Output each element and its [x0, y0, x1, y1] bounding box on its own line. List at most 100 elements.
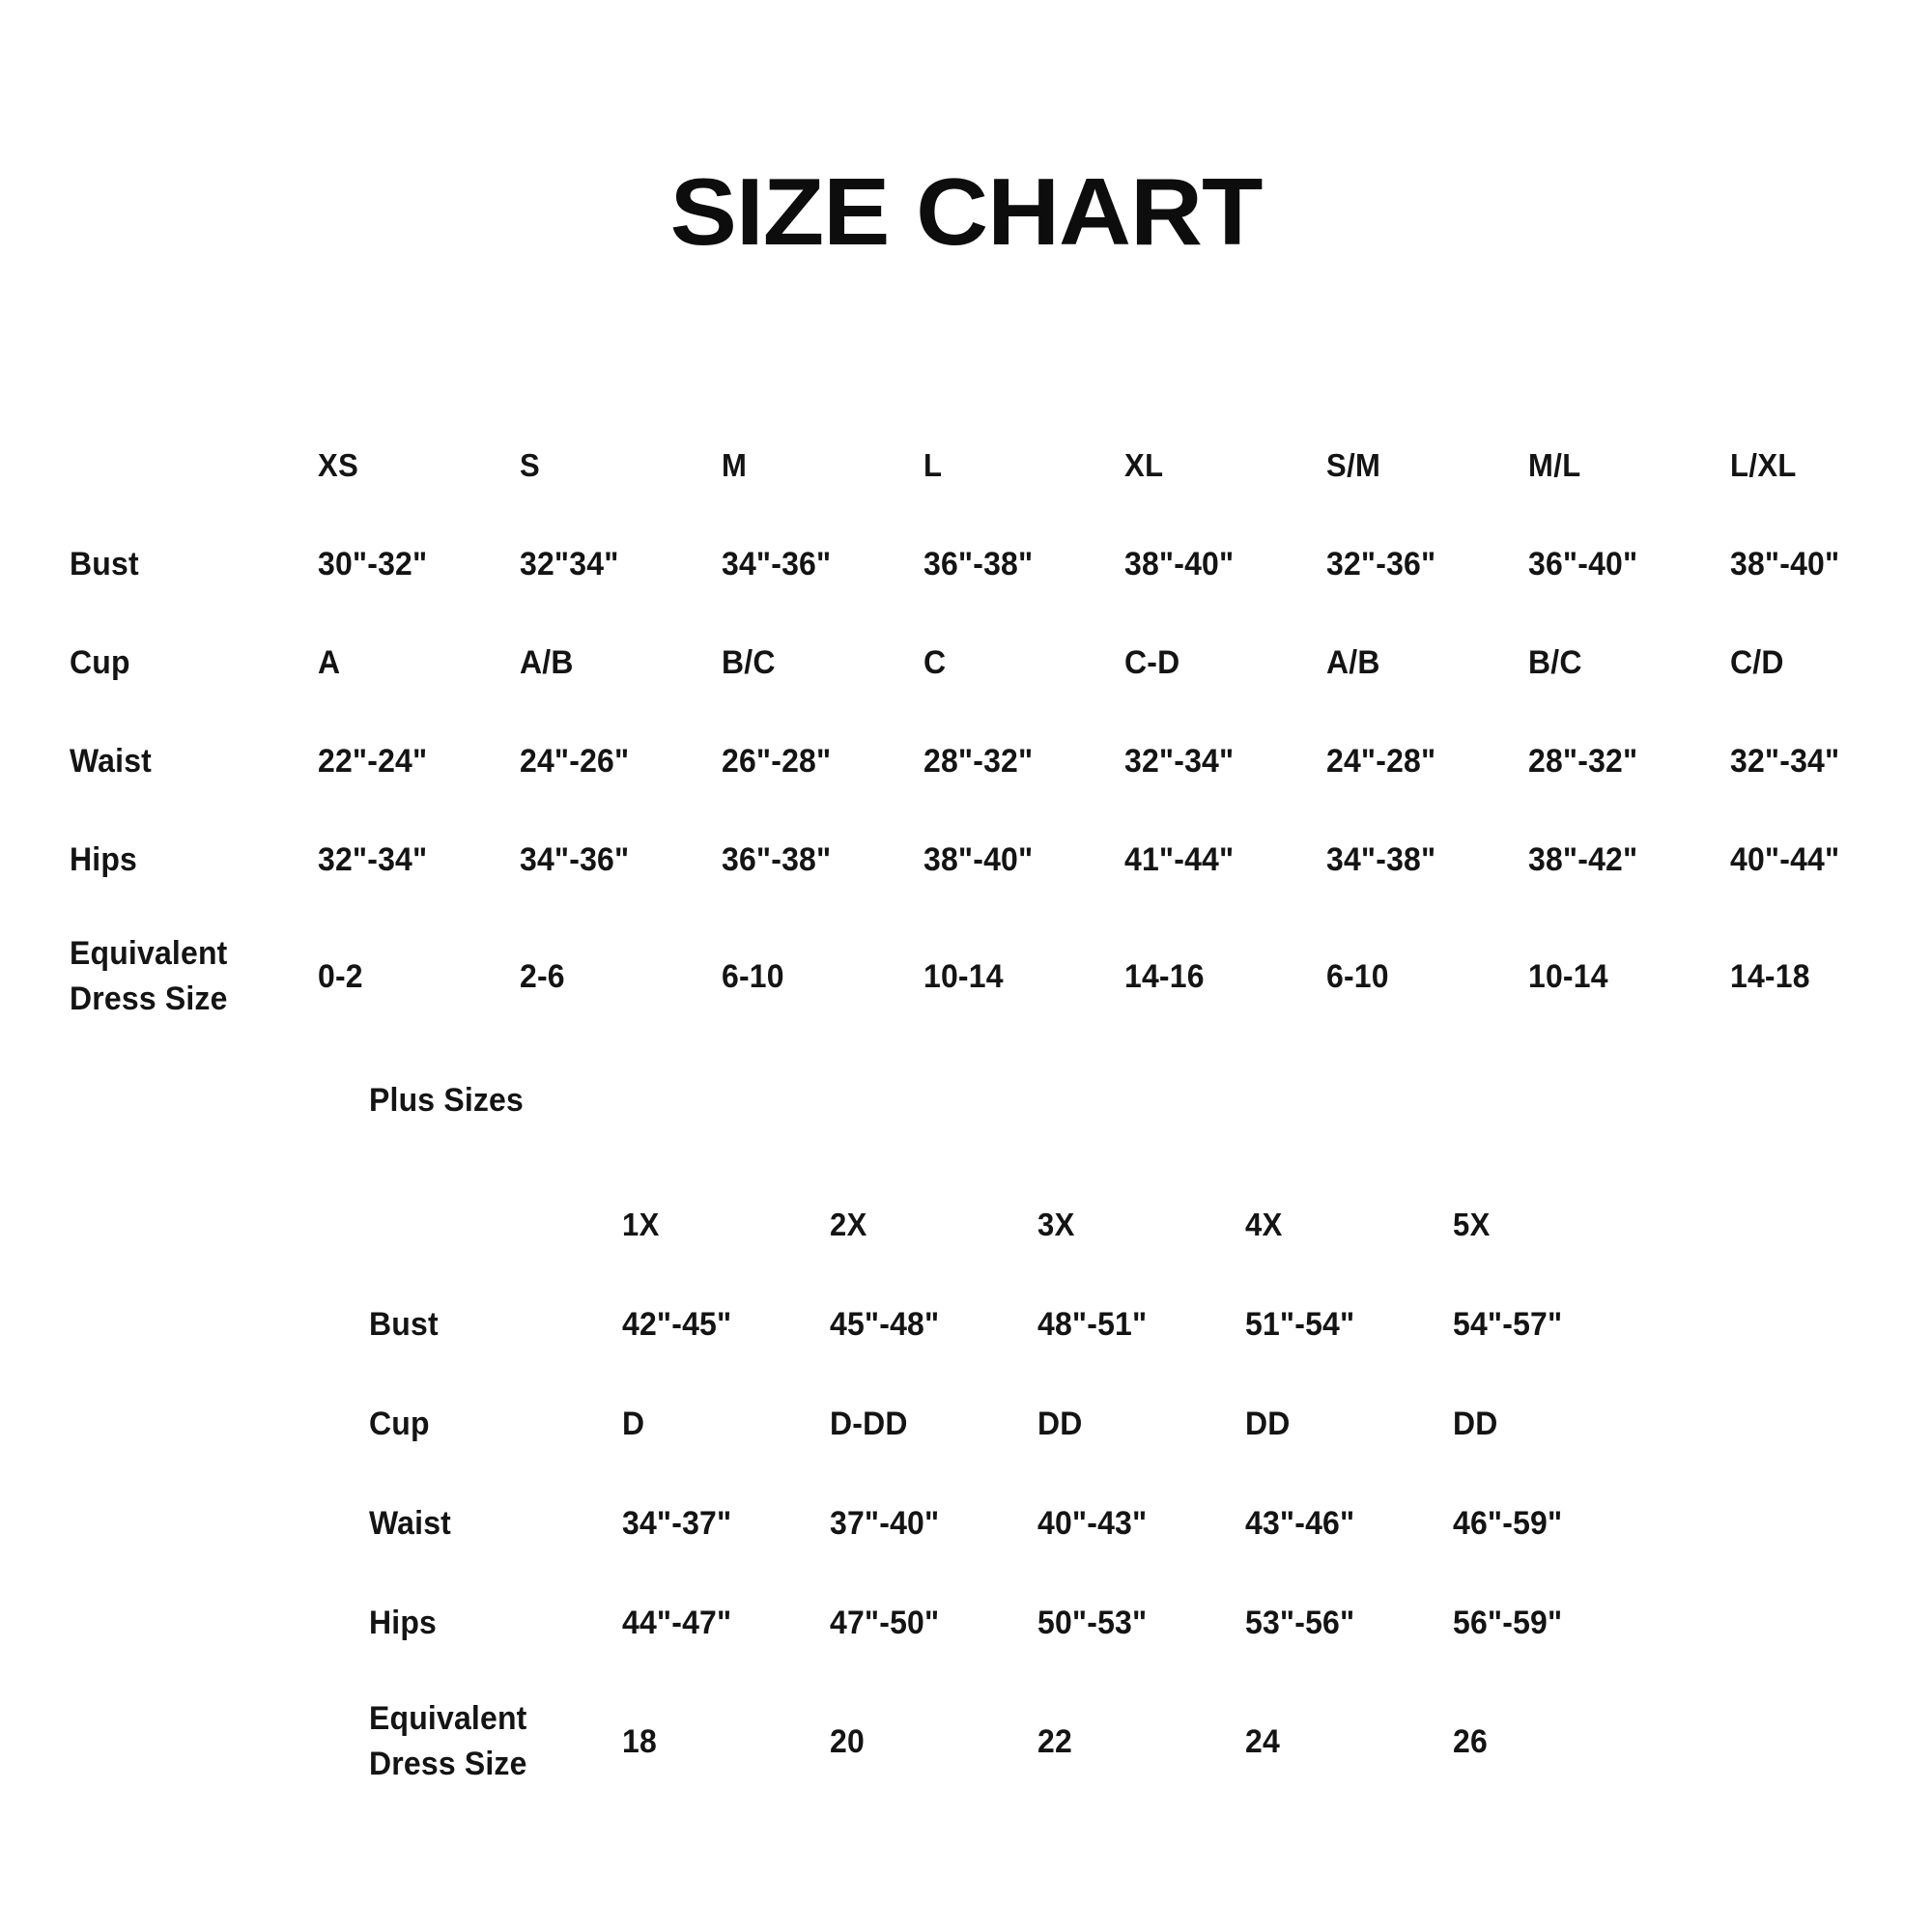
- cell-plus-bust-5x: 54"-57": [1453, 1306, 1563, 1343]
- cell-hips-l-xl: 40"-44": [1730, 840, 1840, 878]
- cell-plus-hips-5x: 56"-59": [1453, 1605, 1563, 1641]
- cell-hips-s: 34"-36": [519, 840, 630, 878]
- column-header-s: S: [519, 446, 540, 483]
- table-row-cup: Cup A A/B B/C C C-D A/B B/C C/D: [70, 613, 1932, 712]
- cell-plus-waist-5x: 46"-59": [1453, 1505, 1563, 1542]
- row-label-plus-equivalent-dress-size: Equivalent Dress Size: [369, 1673, 607, 1810]
- cell-plus-cup-2x: D-DD: [830, 1406, 908, 1442]
- cell-waist-xl: 32"-34": [1124, 742, 1235, 780]
- cell-bust-m: 34"-36": [721, 545, 832, 582]
- table-header-row: XS S M L XL S/M M/L L/XL: [70, 415, 1932, 515]
- cell-waist-m: 26"-28": [721, 742, 832, 780]
- cell-waist-s-m: 24"-28": [1326, 742, 1436, 780]
- cell-plus-dress-4x: 24: [1245, 1722, 1280, 1760]
- cell-waist-s: 24"-26": [519, 742, 630, 780]
- cell-cup-xs: A: [317, 643, 341, 681]
- cell-cup-s-m: A/B: [1326, 643, 1380, 681]
- page-title: SIZE CHART: [669, 158, 1264, 265]
- cell-bust-l: 36"-38": [923, 545, 1033, 582]
- table-row-waist: Waist 22"-24" 24"-26" 26"-28" 28"-32" 32…: [70, 712, 1932, 810]
- row-label-equivalent-dress-size: Equivalent Dress Size: [70, 909, 303, 1044]
- row-label-bust: Bust: [70, 545, 139, 582]
- plus-sizes-heading: Plus Sizes: [369, 1082, 524, 1119]
- row-label-cup: Cup: [70, 643, 130, 681]
- column-header-2x: 2X: [830, 1206, 867, 1242]
- standard-sizes-header: XS S M L XL S/M M/L L/XL: [70, 415, 1932, 515]
- cell-cup-l-xl: C/D: [1730, 643, 1784, 681]
- table-header-row: 1X 2X 3X 4X 5X: [369, 1174, 1661, 1275]
- column-header-xs: XS: [317, 446, 359, 483]
- cell-hips-xs: 32"-34": [317, 840, 428, 878]
- column-header-s-m: S/M: [1326, 446, 1381, 483]
- cell-waist-l: 28"-32": [923, 742, 1033, 780]
- column-header-xl: XL: [1124, 446, 1164, 483]
- table-row-bust: Bust 30"-32" 32"34" 34"-36" 36"-38" 38"-…: [70, 515, 1932, 613]
- row-label-text: Equivalent Dress Size: [369, 1700, 527, 1782]
- row-label-plus-waist: Waist: [369, 1505, 451, 1542]
- cell-waist-xs: 22"-24": [317, 742, 428, 780]
- corner-cell: [70, 415, 303, 515]
- cell-hips-m-l: 38"-42": [1528, 840, 1638, 878]
- table-row-hips: Hips 32"-34" 34"-36" 36"-38" 38"-40" 41"…: [70, 810, 1932, 909]
- cell-waist-l-xl: 32"-34": [1730, 742, 1840, 780]
- cell-hips-l: 38"-40": [923, 840, 1033, 878]
- cell-bust-s: 32"34": [519, 545, 619, 582]
- row-label-text: Equivalent Dress Size: [70, 935, 228, 1017]
- page-title-container: SIZE CHART: [0, 164, 1932, 259]
- cell-plus-cup-3x: DD: [1037, 1406, 1083, 1442]
- cell-cup-s: A/B: [519, 643, 574, 681]
- row-label-plus-hips: Hips: [369, 1605, 438, 1641]
- cell-dress-l: 10-14: [923, 957, 1004, 995]
- cell-plus-waist-4x: 43"-46": [1245, 1505, 1355, 1542]
- plus-sizes-table: 1X 2X 3X 4X 5X Bust 42"-45" 45"-48" 48"-…: [369, 1174, 1661, 1810]
- plus-sizes-body: Bust 42"-45" 45"-48" 48"-51" 51"-54" 54"…: [369, 1275, 1661, 1810]
- cell-dress-xs: 0-2: [317, 957, 363, 995]
- cell-cup-m-l: B/C: [1528, 643, 1582, 681]
- cell-plus-dress-5x: 26: [1453, 1722, 1488, 1760]
- cell-plus-hips-4x: 53"-56": [1245, 1605, 1355, 1641]
- column-header-l-xl: L/XL: [1730, 446, 1797, 483]
- table-row-plus-equivalent-dress-size: Equivalent Dress Size 18 20 22 24 26: [369, 1673, 1661, 1810]
- cell-bust-s-m: 32"-36": [1326, 545, 1436, 582]
- row-label-waist: Waist: [70, 742, 152, 780]
- cell-plus-waist-1x: 34"-37": [622, 1505, 732, 1542]
- cell-hips-xl: 41"-44": [1124, 840, 1235, 878]
- cell-plus-waist-3x: 40"-43": [1037, 1505, 1148, 1542]
- row-label-plus-cup: Cup: [369, 1406, 430, 1442]
- column-header-l: L: [923, 446, 942, 483]
- column-header-4x: 4X: [1245, 1206, 1283, 1242]
- cell-plus-hips-2x: 47"-50": [830, 1605, 940, 1641]
- cell-plus-cup-4x: DD: [1245, 1406, 1291, 1442]
- column-header-5x: 5X: [1453, 1206, 1491, 1242]
- cell-plus-bust-4x: 51"-54": [1245, 1306, 1355, 1343]
- plus-sizes-header: 1X 2X 3X 4X 5X: [369, 1174, 1661, 1275]
- standard-sizes-table: XS S M L XL S/M M/L L/XL Bust 30"-32" 32…: [70, 415, 1932, 1044]
- cell-plus-dress-1x: 18: [622, 1722, 657, 1760]
- cell-plus-dress-2x: 20: [830, 1722, 865, 1760]
- table-row-plus-cup: Cup D D-DD DD DD DD: [369, 1375, 1661, 1474]
- table-row-plus-hips: Hips 44"-47" 47"-50" 50"-53" 53"-56" 56"…: [369, 1574, 1661, 1673]
- column-header-m-l: M/L: [1528, 446, 1581, 483]
- cell-waist-m-l: 28"-32": [1528, 742, 1638, 780]
- column-header-1x: 1X: [622, 1206, 660, 1242]
- cell-plus-waist-2x: 37"-40": [830, 1505, 940, 1542]
- cell-dress-m: 6-10: [721, 957, 784, 995]
- cell-hips-s-m: 34"-38": [1326, 840, 1436, 878]
- cell-dress-l-xl: 14-18: [1730, 957, 1810, 995]
- standard-sizes-body: Bust 30"-32" 32"34" 34"-36" 36"-38" 38"-…: [70, 515, 1932, 1044]
- column-header-3x: 3X: [1037, 1206, 1075, 1242]
- cell-plus-cup-1x: D: [622, 1406, 645, 1442]
- cell-bust-m-l: 36"-40": [1528, 545, 1638, 582]
- cell-plus-hips-3x: 50"-53": [1037, 1605, 1148, 1641]
- cell-bust-xs: 30"-32": [317, 545, 428, 582]
- column-header-m: M: [721, 446, 747, 483]
- row-label-hips: Hips: [70, 840, 138, 878]
- cell-plus-bust-3x: 48"-51": [1037, 1306, 1148, 1343]
- cell-dress-xl: 14-16: [1124, 957, 1206, 995]
- cell-dress-s-m: 6-10: [1326, 957, 1390, 995]
- table-row-plus-waist: Waist 34"-37" 37"-40" 40"-43" 43"-46" 46…: [369, 1474, 1661, 1574]
- cell-dress-s: 2-6: [519, 957, 565, 995]
- cell-plus-bust-1x: 42"-45": [622, 1306, 732, 1343]
- cell-plus-cup-5x: DD: [1453, 1406, 1498, 1442]
